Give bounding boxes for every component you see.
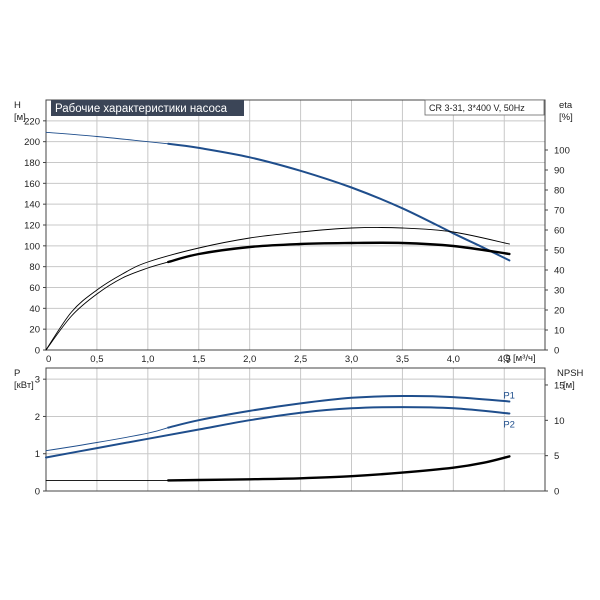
top-curve-h (167, 142, 511, 262)
top-left-tick-label: 140 (24, 200, 40, 211)
top-right-tick-label: 0 (554, 346, 559, 357)
bottom-curve-p1 (167, 394, 511, 429)
power-axis-unit: [кВт] (14, 380, 34, 391)
top-right-tick-label: 90 (554, 166, 565, 177)
top-x-tick-label: 1,0 (141, 354, 154, 365)
bottom-left-tick-label: 1 (35, 449, 40, 460)
head-axis-unit: [м] (14, 112, 26, 123)
top-x-tick-label: 2,0 (243, 354, 256, 365)
bottom-curve-npsh (167, 455, 511, 482)
head-axis-name: H (14, 100, 21, 111)
top-left-tick-label: 60 (29, 283, 40, 294)
bottom-right-tick-label: 15 (554, 380, 565, 391)
top-left-tick-label: 100 (24, 241, 40, 252)
head-efficiency-ticks: 0 0,5 1,0 1,5 2,0 2,5 3,0 3,5 4,0 4,5020406080100… (24, 116, 570, 365)
top-right-tick-label: 10 (554, 326, 565, 337)
flow-axis-label: Q [м³/ч] (503, 353, 536, 364)
top-right-tick-label: 20 (554, 306, 565, 317)
power-npsh-grid (46, 368, 545, 491)
bottom-series-label-p2: P2 (503, 419, 515, 430)
top-left-tick-label: 20 (29, 325, 40, 336)
top-right-tick-label: 40 (554, 266, 565, 277)
top-curve-eta (167, 241, 511, 264)
bottom-right-tick-label: 5 (554, 451, 559, 462)
bottom-left-tick-label: 3 (35, 375, 40, 386)
top-left-tick-label: 160 (24, 179, 40, 190)
top-right-tick-label: 60 (554, 226, 565, 237)
power-npsh-curves: P1 P2 (45, 391, 515, 482)
chart-title-box (51, 100, 244, 116)
head-efficiency-curves (45, 131, 511, 351)
top-right-tick-label: 70 (554, 206, 565, 217)
bottom-left-tick-label: 2 (35, 412, 40, 423)
top-x-tick-label: 4,5 (498, 354, 511, 365)
top-x-tick-label: 1,5 (192, 354, 205, 365)
efficiency-axis-name: eta (559, 100, 573, 111)
npsh-axis-name: NPSH (557, 368, 584, 379)
top-x-tick-label: 2,5 (294, 354, 307, 365)
bottom-right-tick-label: 10 (554, 416, 565, 427)
top-x-tick-label: 3,0 (345, 354, 358, 365)
head-efficiency-grid (46, 100, 545, 350)
bottom-series-label-p1: P1 (503, 391, 515, 402)
npsh-axis-unit: [м] (563, 380, 575, 391)
bottom-right-tick-label: 0 (554, 487, 559, 498)
top-curve-eta-thin (45, 261, 169, 351)
top-left-tick-label: 220 (24, 116, 40, 127)
top-x-tick-label: 4,0 (447, 354, 460, 365)
top-left-tick-label: 40 (29, 304, 40, 315)
top-right-tick-label: 30 (554, 286, 565, 297)
top-x-tick-label: 0,5 (90, 354, 103, 365)
top-x-tick-label: 3,5 (396, 354, 409, 365)
top-left-tick-label: 200 (24, 137, 40, 148)
top-left-tick-label: 120 (24, 221, 40, 232)
top-right-tick-label: 50 (554, 246, 565, 257)
top-curve-eta-upper (45, 227, 510, 351)
top-left-tick-label: 0 (35, 346, 40, 357)
power-npsh-panel: P [кВт] NPSH [м] 0 1 2 3 0 5 10 15 P1 P2 (14, 367, 584, 498)
bottom-curve-p1-thin (45, 427, 169, 452)
chart-title: Рабочие характеристики насоса (55, 103, 228, 115)
bottom-curve-p2 (45, 406, 511, 459)
top-left-tick-label: 180 (24, 158, 40, 169)
pump-model-box (424, 99, 545, 116)
head-efficiency-panel: Рабочие характеристики насоса CR 3-31, 3… (14, 99, 573, 365)
bottom-left-tick-label: 0 (35, 487, 40, 498)
top-curve-h-thin (45, 131, 169, 145)
power-npsh-ticks: 0 1 2 3 0 5 10 15 (35, 375, 565, 498)
pump-model-label: CR 3-31, 3*400 V, 50Hz (429, 103, 525, 113)
power-axis-name: P (14, 368, 20, 379)
power-npsh-frame (45, 367, 546, 492)
top-x-tick-label: 0 (46, 354, 51, 365)
top-right-tick-label: 100 (554, 146, 570, 157)
top-left-tick-label: 80 (29, 262, 40, 273)
efficiency-axis-unit: [%] (559, 112, 573, 123)
top-right-tick-label: 80 (554, 186, 565, 197)
